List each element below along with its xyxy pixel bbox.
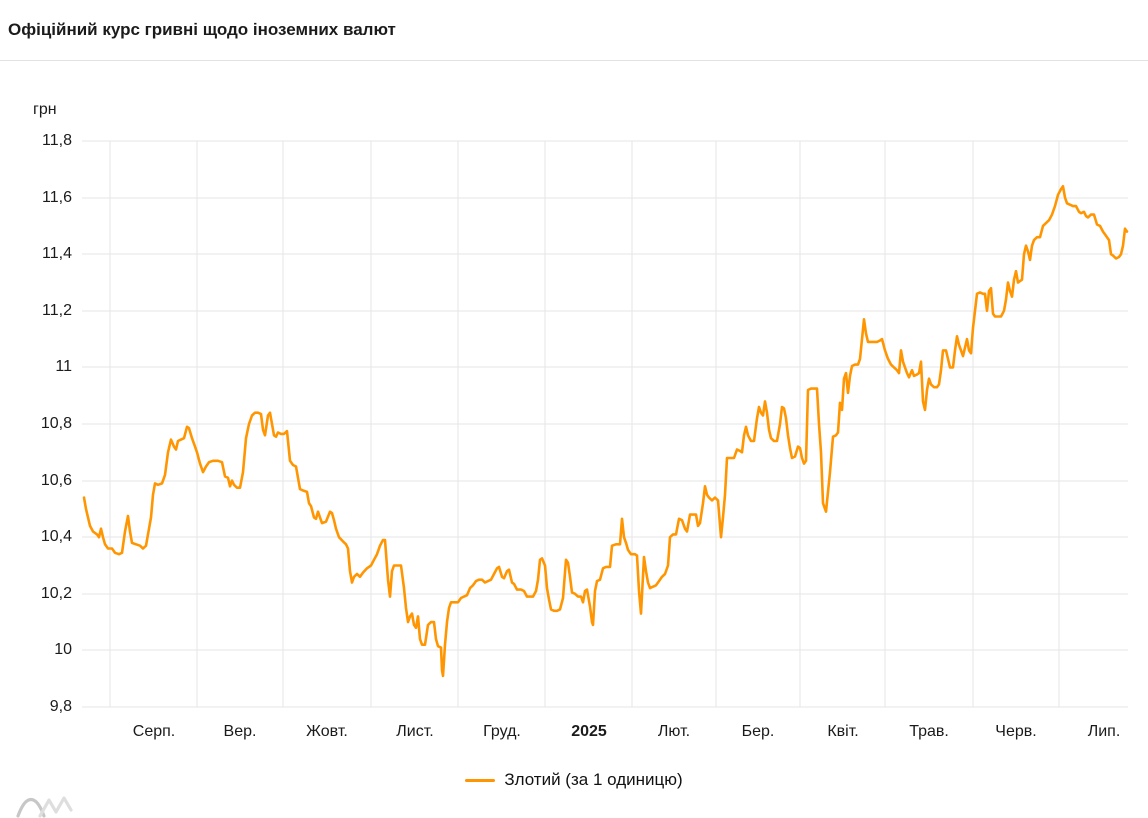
title-divider: [0, 60, 1148, 61]
x-axis-tick-label: Черв.: [995, 723, 1037, 740]
y-axis-tick-label: 11,4: [42, 245, 72, 262]
x-axis-tick-label: Квіт.: [827, 723, 859, 740]
y-axis-tick-label: 9,8: [49, 698, 72, 715]
x-axis-tick-label: Лип.: [1087, 723, 1121, 740]
y-axis-tick-label: 10: [54, 641, 72, 658]
legend-label: Злотий (за 1 одиницю): [504, 770, 683, 789]
x-axis-tick-label: Жовт.: [306, 723, 348, 740]
chart-legend[interactable]: Злотий (за 1 одиницю): [0, 770, 1148, 790]
amcharts-watermark-icon[interactable]: [16, 786, 74, 818]
x-axis-tick-label: Серп.: [132, 723, 176, 740]
x-axis-tick-label: Вер.: [223, 723, 257, 740]
x-axis-tick-label: Бер.: [741, 723, 775, 740]
x-axis-tick-label: Лист.: [396, 723, 434, 740]
y-axis-tick-label: 11,6: [42, 189, 72, 206]
legend-line-swatch: [465, 778, 496, 782]
y-axis-tick-label: 10,8: [40, 415, 72, 432]
y-axis-tick-label: 11: [55, 358, 72, 375]
x-axis-tick-label: 2025: [571, 723, 607, 740]
y-axis-tick-label: 11,2: [42, 302, 72, 319]
y-axis-tick-label: 11,8: [42, 132, 72, 149]
y-axis-tick-label: 10,4: [40, 528, 72, 545]
exchange-rate-line-chart: [82, 140, 1129, 708]
x-axis-tick-label: Лют.: [657, 723, 691, 740]
x-axis-tick-label: Трав.: [909, 723, 949, 740]
y-axis-tick-label: 10,6: [40, 472, 72, 489]
y-axis-tick-label: 10,2: [40, 585, 72, 602]
zloty-rate-line[interactable]: [82, 185, 1129, 678]
y-axis-unit-label: грн: [33, 101, 57, 118]
page-title: Офіційний курс гривні щодо іноземних вал…: [8, 20, 396, 39]
x-axis-tick-label: Груд.: [483, 723, 521, 740]
